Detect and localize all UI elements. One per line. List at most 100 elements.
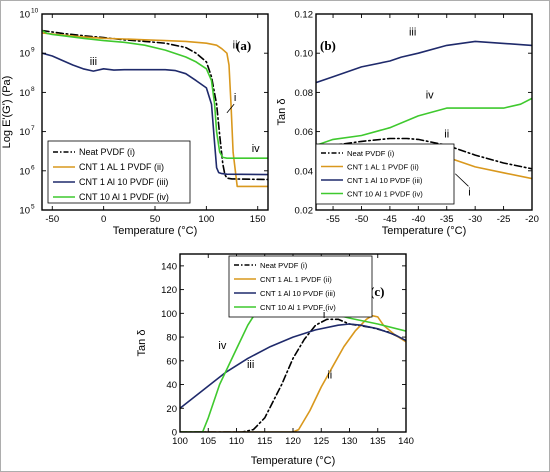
x-tick-label: 50: [150, 214, 161, 225]
y-tick-exponent: 8: [31, 86, 35, 93]
annotation-label: iii: [409, 27, 416, 39]
annotation-leader: [226, 103, 235, 114]
legend-label: CNT 1 AL 1 PVDF (ii): [347, 163, 419, 172]
x-axis-label: Temperature (°C): [113, 225, 197, 237]
y-tick-label: 0.04: [295, 166, 314, 177]
y-tick-label: 10: [19, 166, 30, 177]
legend-label: CNT 10 Al 1 PVDF (iv): [347, 190, 423, 199]
panel-tag: (b): [320, 38, 336, 53]
y-tick-label: 10: [19, 127, 30, 138]
y-tick-label: 0.02: [295, 206, 314, 217]
series-group: [180, 299, 406, 432]
series-line-al10cnt: [42, 29, 268, 159]
legend-label: CNT 1 Al 10 PVDF (iii): [79, 177, 168, 187]
y-tick-label: 20: [166, 404, 177, 415]
series-line-al10cnt: [180, 299, 406, 432]
legend-label: CNT 10 Al 1 PVDF (iv): [260, 303, 336, 312]
series-line-neat: [316, 137, 532, 170]
x-tick-label: 0: [101, 214, 106, 225]
y-tick-label: 10: [19, 88, 30, 99]
y-tick-label: 0: [172, 428, 177, 439]
annotation-label: ii: [444, 128, 449, 140]
y-tick-base: 10: [19, 166, 30, 177]
x-tick-label: 135: [370, 436, 386, 447]
legend: Neat PVDF (i) CNT 1 AL 1 PVDF (ii) CNT 1 A…: [47, 140, 191, 204]
y-axis-label: Tan δ: [136, 330, 148, 357]
x-tick-label: 105: [200, 436, 216, 447]
legend-label: CNT 1 AL 1 PVDF (ii): [79, 162, 164, 172]
panel-b: -55 -50 -45 -40 -35 -30 -25 -20 0.02 0.04 0.06 0.08…: [276, 10, 539, 238]
annotation-label: ii: [233, 40, 238, 52]
y-tick-base: 10: [19, 127, 30, 138]
series-line-al10: [180, 323, 406, 410]
y-tick-label: 10: [19, 206, 30, 217]
y-tick-label: 100: [161, 309, 177, 320]
x-tick-label: 150: [250, 214, 266, 225]
series-line-al10: [316, 40, 532, 84]
x-tick-label: 110: [229, 436, 244, 447]
legend-label: Neat PVDF (i): [347, 149, 395, 158]
series-line-al10cnt: [316, 97, 532, 147]
x-tick-label: 100: [198, 214, 214, 225]
y-tick-label: 40: [166, 380, 177, 391]
panel-tag: (c): [370, 284, 384, 299]
x-tick-label: -35: [440, 214, 454, 225]
annotation-label: i: [323, 309, 325, 321]
y-tick-label: 10: [19, 10, 30, 21]
plot-frame: [315, 13, 533, 211]
y-tick-label: 0.12: [295, 10, 314, 21]
panel-tag: (a): [236, 38, 251, 53]
x-tick-label: 100: [172, 436, 188, 447]
x-tick-label: -25: [497, 214, 511, 225]
legend-label: CNT 10 Al 1 PVDF (iv): [79, 192, 169, 202]
x-axis-label: Temperature (°C): [251, 455, 335, 467]
annotation-label: ii: [327, 370, 332, 382]
annotation-label: iv: [218, 340, 226, 352]
series-line-al1: [42, 32, 268, 188]
legend: Neat PVDF (i) CNT 1 AL 1 PVDF (ii) CNT 1 A…: [228, 255, 373, 318]
legend-label: CNT 1 AL 1 PVDF (ii): [260, 275, 332, 284]
legend-box: [228, 255, 373, 318]
y-tick-label: 0.10: [295, 49, 314, 60]
x-tick-label: 125: [313, 436, 329, 447]
series-group: [42, 29, 268, 188]
y-tick-label: 0.06: [295, 127, 314, 138]
y-tick-label: 80: [166, 333, 177, 344]
legend-label: CNT 1 Al 10 PVDF (iii): [347, 176, 423, 185]
y-axis-label: Log E'(G') (Pa): [1, 76, 13, 149]
annotation-leader: [454, 173, 469, 187]
x-tick-label: -45: [383, 214, 397, 225]
legend: Neat PVDF (i) CNT 1 AL 1 PVDF (ii) CNT 1 A…: [315, 143, 455, 205]
annotation-label: i: [234, 92, 236, 104]
series-line-neat: [180, 318, 406, 432]
panel-c: 100 105 110 115 120 125 130 135 140 0 20 40 60 80 100 1…: [136, 253, 414, 467]
y-tick-base: 10: [19, 206, 30, 217]
y-tick-exponent: 6: [31, 164, 35, 171]
annotation-label: iii: [90, 56, 97, 68]
y-tick-label: 60: [166, 356, 177, 367]
y-tick-label: 10: [19, 49, 30, 60]
x-tick-label: -50: [45, 214, 59, 225]
y-tick-exponent: 5: [31, 204, 35, 211]
x-tick-label: -50: [355, 214, 369, 225]
x-tick-label: -30: [468, 214, 482, 225]
annotation-label: iii: [247, 359, 254, 371]
x-tick-label: -55: [326, 214, 340, 225]
y-axis-label: Tan δ: [276, 99, 288, 126]
x-axis-label: Temperature (°C): [382, 225, 466, 237]
x-tick-label: -40: [411, 214, 425, 225]
y-tick-label: 0.08: [295, 88, 314, 99]
y-tick-base: 10: [19, 10, 30, 21]
y-tick-label: 120: [161, 285, 177, 296]
y-tick-label: 140: [161, 261, 177, 272]
series-line-al10: [42, 52, 268, 176]
y-tick-exponent: 9: [31, 47, 35, 54]
annotation-label: iv: [426, 89, 434, 101]
y-tick-exponent: 7: [31, 125, 35, 132]
annotation-label: i: [468, 186, 470, 198]
x-tick-label: 115: [257, 436, 272, 447]
